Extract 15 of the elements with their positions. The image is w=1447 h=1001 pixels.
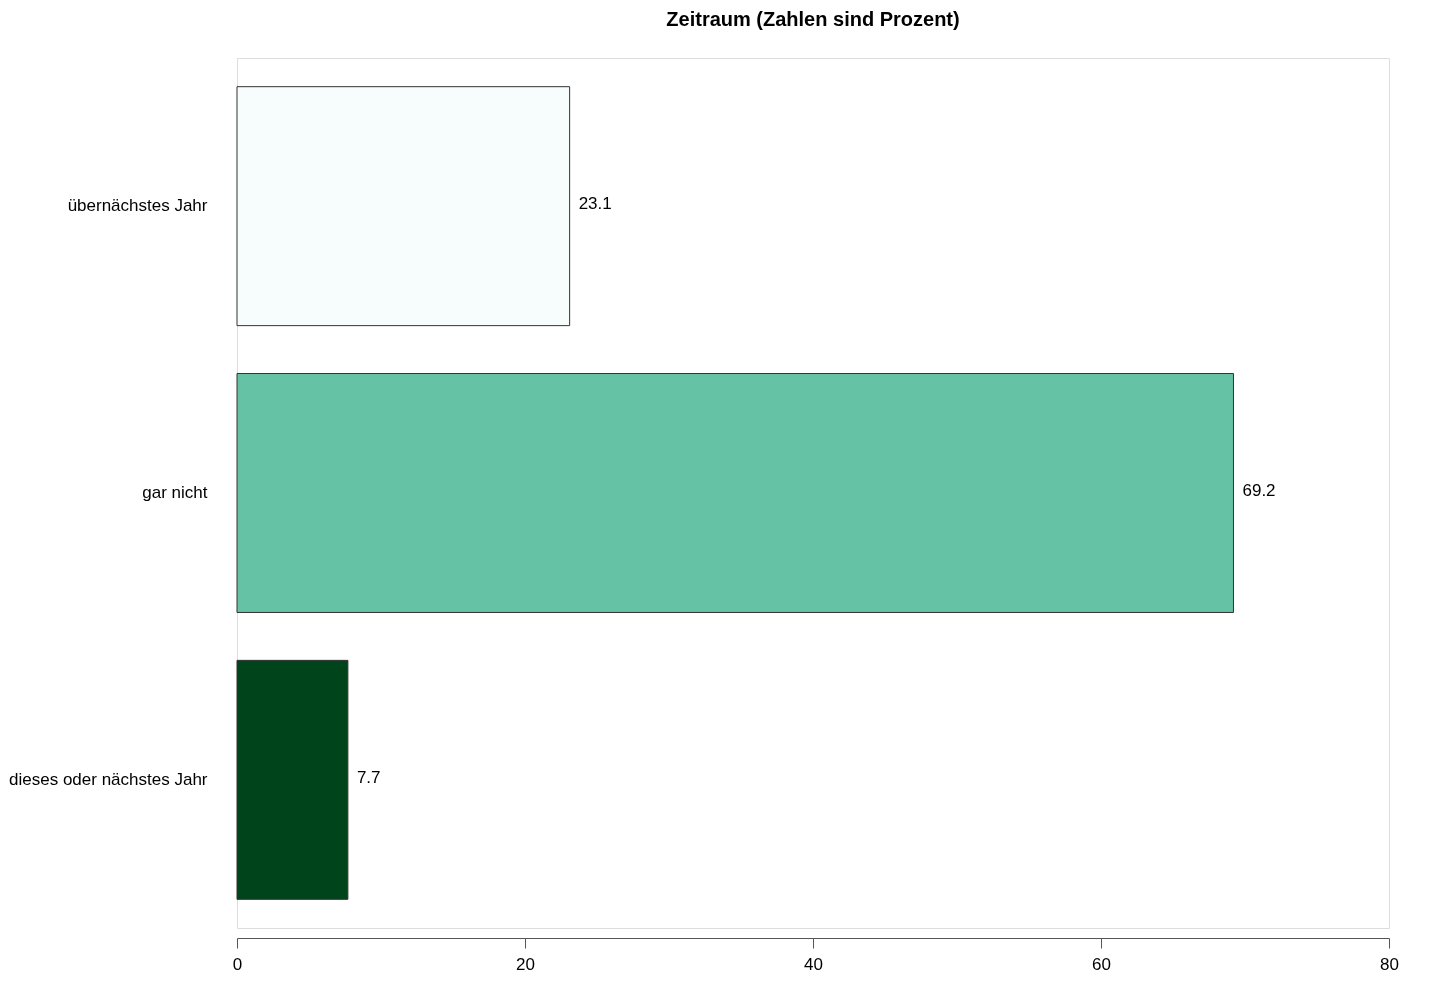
data-label: 7.7 bbox=[356, 767, 381, 787]
x-tick-label: 60 bbox=[1092, 954, 1111, 974]
x-tick-label: 80 bbox=[1380, 954, 1399, 974]
chart-title: Zeitraum (Zahlen sind Prozent) bbox=[666, 8, 960, 30]
y-tick-label: dieses oder nächstes Jahr bbox=[9, 769, 208, 789]
x-tick-label: 20 bbox=[516, 954, 535, 974]
y-tick-label: übernächstes Jahr bbox=[67, 196, 208, 216]
x-tick-label: 40 bbox=[804, 954, 823, 974]
data-label: 23.1 bbox=[578, 194, 612, 214]
data-label: 69.2 bbox=[1242, 481, 1276, 500]
y-tick-label: gar nicht bbox=[142, 483, 208, 502]
x-tick-label: 0 bbox=[232, 954, 243, 974]
bar bbox=[236, 373, 1234, 613]
bar bbox=[236, 659, 349, 900]
bar bbox=[236, 86, 571, 327]
